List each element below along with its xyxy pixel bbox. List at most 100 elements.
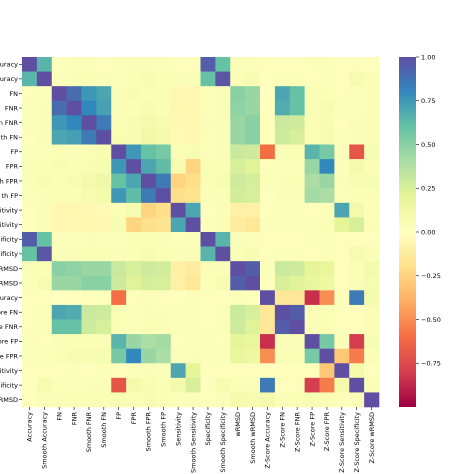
heatmap-cell <box>66 71 82 87</box>
heatmap-cell <box>200 71 216 87</box>
heatmap-cell <box>349 304 365 320</box>
heatmap-cell <box>36 334 53 349</box>
heatmap-cell <box>245 261 261 277</box>
heatmap-cell <box>289 115 305 131</box>
heatmap-cell <box>230 363 246 379</box>
heatmap-cell <box>126 392 142 408</box>
heatmap-cell <box>185 115 201 131</box>
heatmap-cell <box>349 261 365 277</box>
heatmap-cell <box>334 348 350 364</box>
heatmap-cell <box>200 363 216 379</box>
heatmap-cell <box>319 159 335 174</box>
heatmap-cell <box>349 86 365 102</box>
heatmap-cell <box>51 173 67 189</box>
heatmap-cell <box>170 217 186 233</box>
heatmap-cell <box>245 71 261 87</box>
heatmap-cell <box>215 217 231 233</box>
heatmap-cell <box>170 348 186 364</box>
column-tick-label: FNR <box>70 412 78 426</box>
heatmap-cell <box>155 261 172 277</box>
heatmap-cell <box>230 217 246 233</box>
heatmap-cell <box>230 129 246 145</box>
heatmap-cell <box>141 173 157 189</box>
heatmap-cell <box>155 217 172 233</box>
heatmap-cell <box>66 246 82 262</box>
heatmap-cell <box>81 159 97 174</box>
heatmap-cell <box>81 144 97 160</box>
heatmap-cell <box>230 173 246 189</box>
heatmap-cell <box>126 261 142 277</box>
colorbar-tick-label: −0.50 <box>421 316 441 324</box>
heatmap-cell <box>96 71 112 87</box>
heatmap-cell <box>230 290 246 306</box>
heatmap-cell <box>155 129 172 145</box>
heatmap-cell <box>364 246 380 262</box>
colorbar-tick-label: −0.25 <box>421 272 441 280</box>
heatmap-cell <box>215 377 231 393</box>
heatmap-cell <box>36 275 53 291</box>
heatmap-cell <box>96 188 112 204</box>
heatmap-cell <box>96 363 112 379</box>
heatmap-cell <box>200 129 216 145</box>
heatmap-cell <box>185 173 201 189</box>
heatmap-cell <box>155 188 172 204</box>
heatmap-cell <box>230 304 246 320</box>
heatmap-cell <box>274 348 291 364</box>
heatmap-cell <box>289 275 305 291</box>
heatmap-cell <box>289 261 305 277</box>
heatmap-cell <box>215 334 231 349</box>
heatmap-cell <box>155 232 172 247</box>
heatmap-cell <box>319 144 335 160</box>
heatmap-cell <box>111 334 127 349</box>
heatmap-cell <box>304 232 320 247</box>
heatmap-cell <box>215 304 231 320</box>
heatmap-cell <box>260 246 276 262</box>
heatmap-cell <box>215 290 231 306</box>
heatmap-cell <box>304 173 320 189</box>
heatmap-cell <box>141 290 157 306</box>
heatmap-cell <box>230 144 246 160</box>
heatmap-cell <box>274 173 291 189</box>
heatmap-cell <box>155 304 172 320</box>
heatmap-cell <box>334 188 350 204</box>
heatmap-cell <box>51 246 67 262</box>
heatmap-cell <box>319 173 335 189</box>
heatmap-cell <box>51 217 67 233</box>
heatmap-cell <box>155 57 172 72</box>
heatmap-cell <box>334 304 350 320</box>
heatmap-cell <box>155 290 172 306</box>
heatmap-cell <box>334 261 350 277</box>
heatmap-cell <box>334 71 350 87</box>
heatmap-cell <box>274 57 291 72</box>
heatmap-cell <box>334 334 350 349</box>
heatmap-cell <box>304 202 320 218</box>
row-tick-label: FPR <box>6 163 19 171</box>
heatmap-cell <box>170 363 186 379</box>
heatmap-cell <box>141 217 157 233</box>
heatmap-cell <box>349 246 365 262</box>
heatmap-cell <box>200 100 216 116</box>
heatmap-cell <box>304 188 320 204</box>
heatmap-cell <box>200 377 216 393</box>
heatmap-cell <box>22 261 38 277</box>
heatmap-cell <box>141 86 157 102</box>
heatmap-cell <box>22 202 38 218</box>
heatmap-cell <box>245 86 261 102</box>
heatmap-cell <box>126 246 142 262</box>
heatmap-cell <box>22 319 38 335</box>
heatmap-cell <box>349 290 365 306</box>
heatmap-cell <box>334 290 350 306</box>
heatmap-cell <box>260 261 276 277</box>
heatmap-cell <box>289 188 305 204</box>
heatmap-cell <box>349 334 365 349</box>
column-tick-label: Smooth Accuracy <box>41 412 49 469</box>
heatmap-cell <box>81 348 97 364</box>
heatmap-cell <box>22 188 38 204</box>
heatmap-cell <box>319 115 335 131</box>
heatmap-cell <box>230 275 246 291</box>
heatmap-cell <box>230 246 246 262</box>
heatmap-cell <box>260 57 276 72</box>
colorbar <box>399 57 416 407</box>
heatmap-cell <box>111 304 127 320</box>
heatmap-cell <box>349 377 365 393</box>
